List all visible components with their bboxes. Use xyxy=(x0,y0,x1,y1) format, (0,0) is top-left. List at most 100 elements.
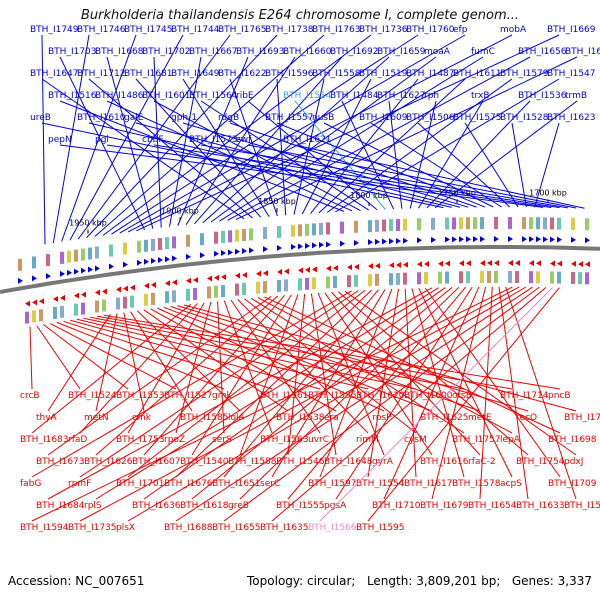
gene-label: BTH_I1676 xyxy=(164,479,213,489)
gene-label: BTH_I1738 xyxy=(265,25,314,35)
feature-block xyxy=(95,246,99,259)
feature-block xyxy=(515,271,519,284)
gene-label: serC xyxy=(260,479,280,489)
gene-label: trmB xyxy=(565,91,587,101)
gene-leader-line xyxy=(227,56,531,221)
forward-gene-arrow xyxy=(151,257,156,264)
gene-label: BTH_I1516 xyxy=(48,91,97,101)
reverse-gene-arrow xyxy=(487,260,492,267)
feature-block xyxy=(256,281,260,294)
feature-block xyxy=(228,230,232,243)
reverse-gene-arrow xyxy=(494,260,499,267)
forward-gene-arrow xyxy=(81,267,86,274)
reverse-gene-arrow xyxy=(123,285,128,292)
gene-label: BTH_I1547 xyxy=(547,69,596,79)
feature-block xyxy=(221,231,225,244)
forward-gene-arrow xyxy=(137,259,142,266)
gene-leader-line xyxy=(294,144,585,209)
reverse-gene-arrow xyxy=(298,267,303,274)
gene-leader-line xyxy=(250,297,465,434)
feature-block xyxy=(81,248,85,261)
gene-label: BTH_I1617 xyxy=(404,479,453,489)
gene-leader-line xyxy=(143,309,289,412)
gene-label: BTH_I1714 xyxy=(500,391,549,401)
gene-leader-line xyxy=(88,122,452,208)
gene-leader-line xyxy=(326,78,513,213)
scale-label: 1950 kbp xyxy=(69,219,107,228)
gene-label: nusB xyxy=(312,113,334,123)
gene-leader-line xyxy=(49,322,177,390)
gene-leader-line xyxy=(95,287,439,500)
feature-block xyxy=(74,303,78,316)
gene-leader-line xyxy=(194,56,343,225)
gene-leader-line xyxy=(95,313,118,412)
gene-leader-line xyxy=(185,56,296,226)
map-title: Burkholderia thailandensis E264 chromoso… xyxy=(80,8,520,23)
gene-leader-line xyxy=(177,56,249,226)
gene-label: BTH_I1708 xyxy=(564,413,600,423)
forward-gene-arrow xyxy=(228,249,233,256)
forward-gene-arrow xyxy=(200,252,205,259)
feature-block xyxy=(571,217,575,230)
forward-gene-arrow xyxy=(459,236,464,243)
feature-block xyxy=(375,219,379,232)
forward-gene-arrow xyxy=(452,236,457,243)
gene-leader-line xyxy=(383,286,480,500)
reverse-gene-arrow xyxy=(81,291,86,298)
gene-leader-line xyxy=(219,56,484,222)
forward-gene-arrow xyxy=(382,238,387,245)
gene-label: BTH_I1698 xyxy=(548,435,597,445)
forward-gene-arrow xyxy=(277,244,282,251)
gene-label: BTH_I1765 xyxy=(218,25,267,35)
feature-block xyxy=(319,222,323,235)
feature-block xyxy=(214,231,218,244)
forward-gene-arrow xyxy=(571,236,576,243)
gene-label: BTH_I1745 xyxy=(124,25,173,35)
gene-leader-line xyxy=(237,299,369,434)
gene-label: rdgB xyxy=(218,113,239,123)
feature-block xyxy=(277,225,281,238)
gene-label: BTH_I1736 xyxy=(359,25,408,35)
gene-leader-line xyxy=(464,122,519,208)
forward-gene-arrow xyxy=(144,258,149,265)
reverse-gene-arrow xyxy=(116,286,121,293)
forward-gene-arrow xyxy=(158,257,163,264)
gene-leader-line xyxy=(153,56,162,228)
gene-label: BTH_I1616 xyxy=(420,457,469,467)
gene-leader-line xyxy=(191,287,453,500)
gene-label: BTH_I1681 xyxy=(124,69,173,79)
feature-block xyxy=(67,250,71,263)
forward-gene-arrow xyxy=(32,275,37,282)
forward-gene-arrow xyxy=(221,250,226,257)
gene-label: BTH_I1651 xyxy=(212,479,261,489)
gene-leader-line xyxy=(94,34,325,237)
gene-leader-line xyxy=(153,144,560,209)
gene-leader-line xyxy=(83,317,417,390)
gene-leader-line xyxy=(271,286,547,522)
reverse-gene-arrow xyxy=(144,282,149,289)
feature-block xyxy=(417,218,421,231)
forward-gene-arrow xyxy=(60,270,65,277)
gene-leader-line xyxy=(79,290,359,478)
forward-gene-arrow xyxy=(186,253,191,260)
gene-label: BTH_I1575 xyxy=(453,113,502,123)
feature-block xyxy=(25,311,29,324)
reverse-gene-arrow xyxy=(214,274,219,281)
gene-label: BTH_I1561 xyxy=(260,391,309,401)
gene-label: BTH_I1555 xyxy=(276,501,325,511)
gene-label: BTH_I1556 xyxy=(564,501,600,511)
feature-block xyxy=(403,218,407,231)
reverse-gene-arrow xyxy=(312,266,317,273)
gene-leader-line xyxy=(310,78,419,214)
gene-label: BTH_I1528 xyxy=(500,113,549,123)
gene-leader-line xyxy=(127,289,366,478)
forward-gene-arrow xyxy=(165,256,170,263)
reverse-gene-arrow xyxy=(333,265,338,272)
feature-block xyxy=(102,299,106,312)
gene-leader-line xyxy=(47,287,433,500)
forward-gene-arrow xyxy=(494,236,499,243)
reverse-gene-arrow xyxy=(571,260,576,267)
gene-label: BTH_I1710 xyxy=(372,501,421,511)
feature-block xyxy=(312,277,316,290)
feature-block xyxy=(151,292,155,305)
